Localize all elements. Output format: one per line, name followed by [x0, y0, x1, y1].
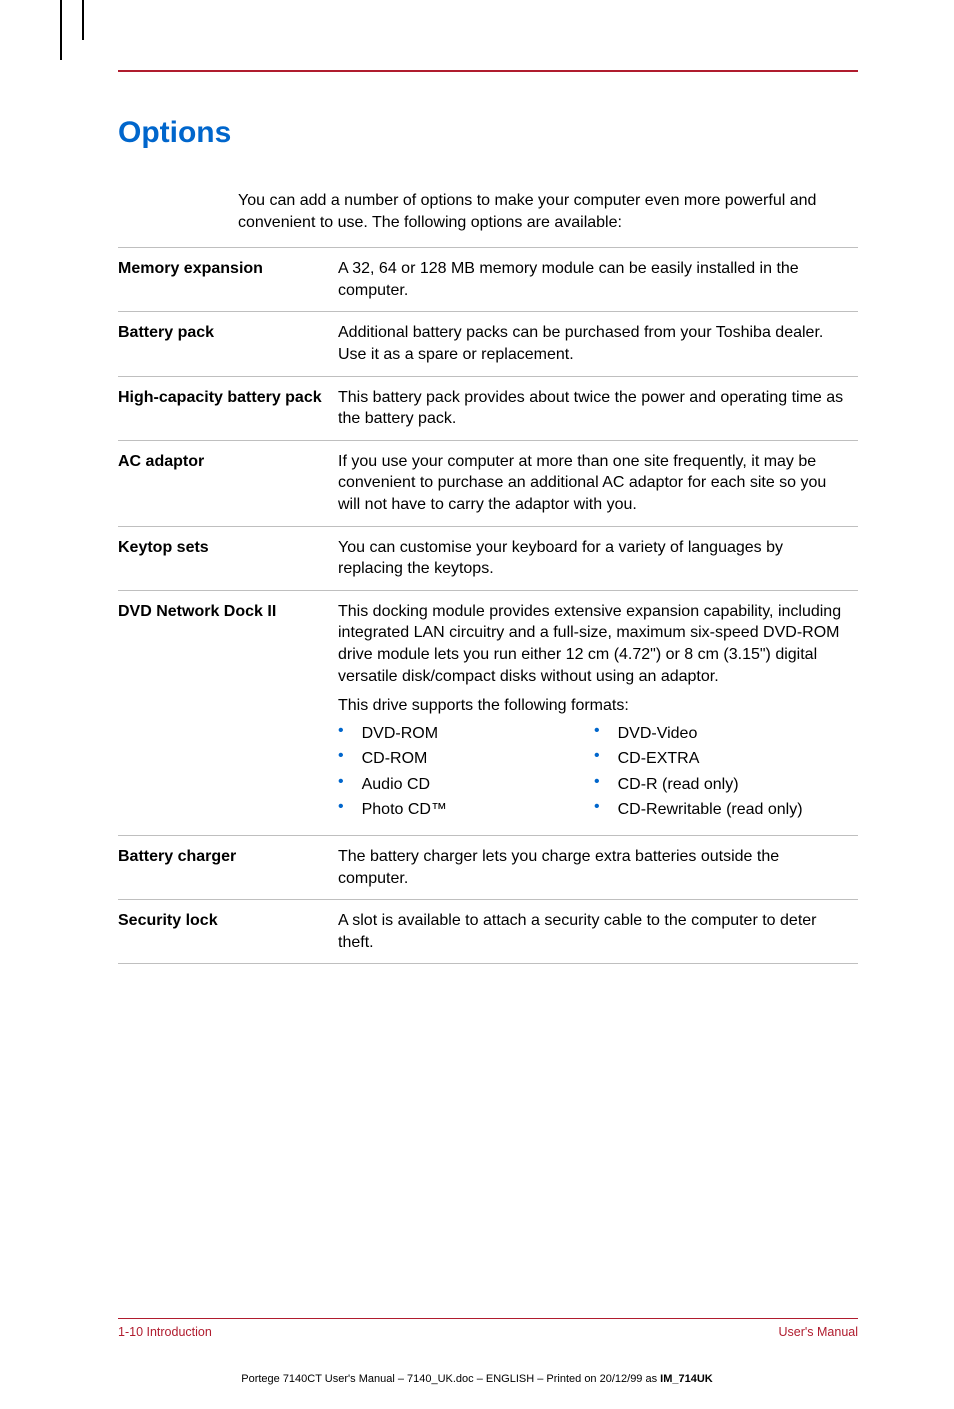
table-row: Memory expansion A 32, 64 or 128 MB memo… [118, 248, 858, 312]
format-text: Photo CD™ [362, 799, 447, 821]
table-row: Keytop sets You can customise your keybo… [118, 526, 858, 590]
table-row: High-capacity battery pack This battery … [118, 376, 858, 440]
format-text: CD-R (read only) [618, 774, 739, 796]
section-heading: Options [118, 116, 858, 150]
bullet-icon: • [338, 799, 344, 815]
bullet-icon: • [338, 723, 344, 739]
table-row: Battery pack Additional battery packs ca… [118, 312, 858, 376]
format-item: • CD-R (read only) [594, 774, 850, 796]
format-text: CD-Rewritable (read only) [618, 799, 803, 821]
option-desc: If you use your computer at more than on… [338, 440, 858, 526]
format-text: DVD-Video [618, 723, 698, 745]
option-desc: This docking module provides extensive e… [338, 590, 858, 835]
formats-col-right: • DVD-Video • CD-EXTRA • CD-R (read only) •… [594, 723, 850, 825]
page-footer: 1-10 Introduction User's Manual [118, 1318, 858, 1339]
option-label: High-capacity battery pack [118, 376, 338, 440]
format-text: CD-ROM [362, 748, 428, 770]
header-rule [118, 70, 858, 72]
formats-col-left: • DVD-ROM • CD-ROM • Audio CD • Photo CD™ [338, 723, 594, 825]
footer-row: 1-10 Introduction User's Manual [118, 1325, 858, 1339]
formats-columns: • DVD-ROM • CD-ROM • Audio CD • Photo CD™ • D… [338, 723, 850, 825]
bullet-icon: • [594, 723, 600, 739]
option-label: Keytop sets [118, 526, 338, 590]
table-row: Battery charger The battery charger lets… [118, 836, 858, 900]
option-label: AC adaptor [118, 440, 338, 526]
crop-mark-inner [82, 0, 84, 40]
format-item: • CD-ROM [338, 748, 594, 770]
format-item: • CD-EXTRA [594, 748, 850, 770]
formats-intro: This drive supports the following format… [338, 695, 850, 717]
bullet-icon: • [594, 774, 600, 790]
footer-rule [118, 1318, 858, 1319]
table-row: Security lock A slot is available to att… [118, 900, 858, 964]
footer-right: User's Manual [779, 1325, 859, 1339]
footer-left: 1-10 Introduction [118, 1325, 212, 1339]
table-row: AC adaptor If you use your computer at m… [118, 440, 858, 526]
format-item: • DVD-ROM [338, 723, 594, 745]
print-info-text: Portege 7140CT User's Manual – 7140_UK.d… [241, 1373, 713, 1385]
intro-paragraph: You can add a number of options to make … [238, 190, 858, 233]
option-label: Memory expansion [118, 248, 338, 312]
bullet-icon: • [338, 774, 344, 790]
option-label: Battery charger [118, 836, 338, 900]
option-desc: A slot is available to attach a security… [338, 900, 858, 964]
format-text: Audio CD [362, 774, 430, 796]
bullet-icon: • [594, 799, 600, 815]
option-desc: Additional battery packs can be purchase… [338, 312, 858, 376]
option-label: Security lock [118, 900, 338, 964]
format-item: • DVD-Video [594, 723, 850, 745]
format-text: CD-EXTRA [618, 748, 700, 770]
option-desc: This battery pack provides about twice t… [338, 376, 858, 440]
format-item: • CD-Rewritable (read only) [594, 799, 850, 821]
bullet-icon: • [594, 748, 600, 764]
crop-mark-outer [60, 0, 62, 60]
page-content: Options You can add a number of options … [118, 70, 858, 964]
format-item: • Photo CD™ [338, 799, 594, 821]
option-label: Battery pack [118, 312, 338, 376]
option-desc: You can customise your keyboard for a va… [338, 526, 858, 590]
format-item: • Audio CD [338, 774, 594, 796]
option-label: DVD Network Dock II [118, 590, 338, 835]
option-desc: The battery charger lets you charge extr… [338, 836, 858, 900]
table-row: DVD Network Dock II This docking module … [118, 590, 858, 835]
bullet-icon: • [338, 748, 344, 764]
print-info: Portege 7140CT User's Manual – 7140_UK.d… [0, 1373, 954, 1385]
options-table: Memory expansion A 32, 64 or 128 MB memo… [118, 247, 858, 964]
format-text: DVD-ROM [362, 723, 438, 745]
option-desc: A 32, 64 or 128 MB memory module can be … [338, 248, 858, 312]
option-desc-text: This docking module provides extensive e… [338, 603, 841, 685]
